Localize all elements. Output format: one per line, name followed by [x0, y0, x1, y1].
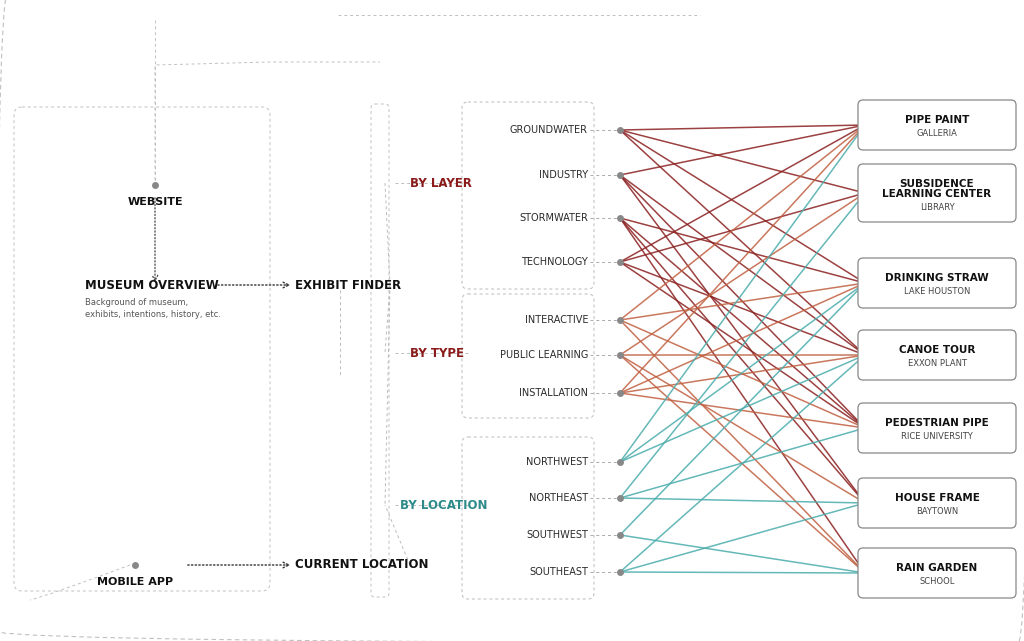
Text: RAIN GARDEN: RAIN GARDEN [896, 563, 978, 573]
FancyBboxPatch shape [858, 100, 1016, 150]
Text: BY LAYER: BY LAYER [410, 176, 472, 190]
Text: INSTALLATION: INSTALLATION [519, 388, 588, 398]
Text: SOUTHEAST: SOUTHEAST [529, 567, 588, 577]
Text: CURRENT LOCATION: CURRENT LOCATION [295, 558, 428, 572]
Text: SOUTHWEST: SOUTHWEST [526, 530, 588, 540]
Text: LAKE HOUSTON: LAKE HOUSTON [904, 287, 970, 296]
Text: EXXON PLANT: EXXON PLANT [907, 358, 967, 367]
Text: TECHNOLOGY: TECHNOLOGY [521, 257, 588, 267]
Text: LEARNING CENTER: LEARNING CENTER [883, 189, 991, 199]
Text: CANOE TOUR: CANOE TOUR [899, 345, 975, 355]
Text: GROUNDWATER: GROUNDWATER [510, 125, 588, 135]
Text: BAYTOWN: BAYTOWN [915, 506, 958, 515]
Text: INDUSTRY: INDUSTRY [539, 170, 588, 180]
Text: GALLERIA: GALLERIA [916, 128, 957, 138]
Text: PUBLIC LEARNING: PUBLIC LEARNING [500, 350, 588, 360]
Text: PEDESTRIAN PIPE: PEDESTRIAN PIPE [885, 418, 989, 428]
Text: PIPE PAINT: PIPE PAINT [905, 115, 969, 125]
Text: BY TYPE: BY TYPE [410, 347, 464, 360]
Text: WEBSITE: WEBSITE [127, 197, 183, 207]
FancyBboxPatch shape [858, 258, 1016, 308]
Text: HOUSE FRAME: HOUSE FRAME [895, 493, 979, 503]
Text: INTERACTIVE: INTERACTIVE [524, 315, 588, 325]
Text: BY LOCATION: BY LOCATION [400, 499, 487, 512]
Text: NORTHEAST: NORTHEAST [528, 493, 588, 503]
FancyBboxPatch shape [858, 164, 1016, 222]
Text: MUSEUM OVERVIEW: MUSEUM OVERVIEW [85, 278, 219, 292]
Text: RICE UNIVERSITY: RICE UNIVERSITY [901, 431, 973, 440]
Text: SUBSIDENCE: SUBSIDENCE [900, 179, 974, 189]
Text: SCHOOL: SCHOOL [920, 576, 954, 585]
FancyBboxPatch shape [858, 330, 1016, 380]
Text: NORTHWEST: NORTHWEST [526, 457, 588, 467]
Text: LIBRARY: LIBRARY [920, 203, 954, 212]
Text: Background of museum,
exhibits, intentions, history, etc.: Background of museum, exhibits, intentio… [85, 298, 221, 319]
Text: MOBILE APP: MOBILE APP [97, 577, 173, 587]
Text: STORMWATER: STORMWATER [519, 213, 588, 223]
FancyBboxPatch shape [858, 403, 1016, 453]
FancyBboxPatch shape [858, 548, 1016, 598]
Text: EXHIBIT FINDER: EXHIBIT FINDER [295, 278, 401, 292]
Text: DRINKING STRAW: DRINKING STRAW [885, 273, 989, 283]
FancyBboxPatch shape [858, 478, 1016, 528]
